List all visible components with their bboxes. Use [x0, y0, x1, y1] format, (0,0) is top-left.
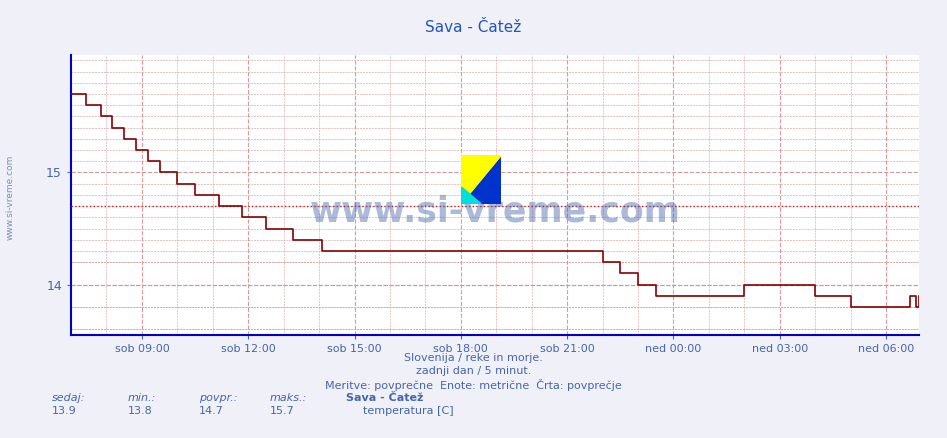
- Text: 15.7: 15.7: [270, 406, 295, 416]
- Text: www.si-vreme.com: www.si-vreme.com: [310, 195, 680, 229]
- Text: 13.8: 13.8: [128, 406, 152, 416]
- Text: Slovenija / reke in morje.: Slovenija / reke in morje.: [404, 353, 543, 363]
- Text: Sava - Čatež: Sava - Čatež: [346, 393, 423, 403]
- Text: Meritve: povprečne  Enote: metrične  Črta: povprečje: Meritve: povprečne Enote: metrične Črta:…: [325, 379, 622, 391]
- Polygon shape: [461, 155, 501, 204]
- Text: zadnji dan / 5 minut.: zadnji dan / 5 minut.: [416, 366, 531, 376]
- Text: 14.7: 14.7: [199, 406, 223, 416]
- Text: temperatura [C]: temperatura [C]: [363, 406, 454, 416]
- Text: povpr.:: povpr.:: [199, 393, 238, 403]
- Polygon shape: [461, 155, 501, 204]
- Polygon shape: [461, 187, 481, 204]
- Text: sedaj:: sedaj:: [52, 393, 85, 403]
- Text: min.:: min.:: [128, 393, 156, 403]
- Text: Sava - Čatež: Sava - Čatež: [425, 20, 522, 35]
- Text: 13.9: 13.9: [52, 406, 77, 416]
- Text: www.si-vreme.com: www.si-vreme.com: [6, 155, 15, 240]
- Text: maks.:: maks.:: [270, 393, 307, 403]
